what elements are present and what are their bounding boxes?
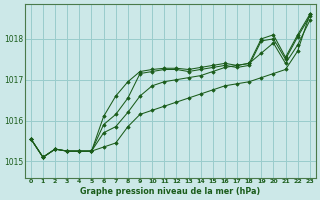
- X-axis label: Graphe pression niveau de la mer (hPa): Graphe pression niveau de la mer (hPa): [80, 187, 260, 196]
